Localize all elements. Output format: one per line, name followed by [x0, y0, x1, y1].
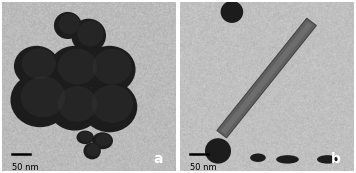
Ellipse shape: [83, 142, 101, 159]
Ellipse shape: [205, 138, 231, 164]
Ellipse shape: [49, 83, 101, 131]
Ellipse shape: [77, 131, 94, 144]
Ellipse shape: [87, 144, 100, 156]
Text: a: a: [153, 152, 163, 166]
Ellipse shape: [79, 131, 93, 142]
Ellipse shape: [58, 86, 97, 122]
Ellipse shape: [96, 133, 111, 146]
Polygon shape: [221, 22, 312, 134]
Ellipse shape: [93, 49, 132, 84]
Ellipse shape: [250, 153, 266, 162]
Ellipse shape: [91, 85, 133, 123]
Ellipse shape: [276, 155, 299, 164]
Ellipse shape: [317, 155, 338, 164]
Text: 50 nm: 50 nm: [12, 163, 39, 172]
Ellipse shape: [71, 19, 106, 53]
Ellipse shape: [59, 14, 80, 34]
Text: b: b: [331, 152, 341, 166]
Ellipse shape: [221, 1, 243, 23]
Ellipse shape: [58, 49, 97, 84]
Ellipse shape: [54, 12, 82, 39]
Ellipse shape: [22, 48, 56, 79]
Ellipse shape: [77, 21, 103, 46]
Text: 50 nm: 50 nm: [190, 163, 217, 172]
Ellipse shape: [49, 46, 101, 93]
Polygon shape: [217, 18, 316, 138]
Ellipse shape: [10, 73, 69, 127]
Ellipse shape: [21, 76, 65, 117]
Ellipse shape: [83, 46, 136, 93]
Ellipse shape: [92, 132, 113, 149]
Ellipse shape: [14, 46, 59, 86]
Ellipse shape: [82, 81, 137, 132]
